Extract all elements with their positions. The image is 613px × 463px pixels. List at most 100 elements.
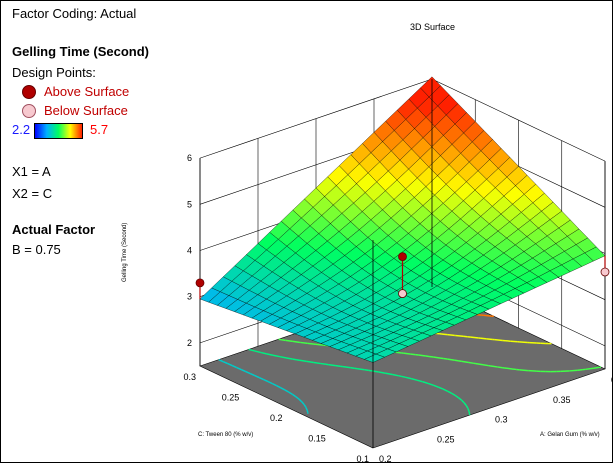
x-tick-label: 0.2 [379, 454, 392, 463]
contour-segment [428, 355, 434, 358]
contour-segment [335, 364, 341, 368]
contour-segment [218, 358, 224, 363]
contour-segment [261, 351, 267, 355]
contour-segment [301, 401, 305, 406]
contour-segment [292, 393, 297, 398]
contour-segment [398, 375, 402, 378]
contour-segment [427, 382, 434, 386]
contour-segment [292, 358, 297, 361]
contour-segment [300, 341, 308, 345]
contour-segment [299, 359, 307, 363]
contour-segment [510, 340, 518, 343]
contour-segment [404, 376, 412, 380]
contour-segment [378, 371, 385, 374]
contour-segment [266, 353, 274, 356]
contour-segment [258, 376, 264, 381]
contour-segment [254, 374, 260, 379]
design-point-above [195, 278, 205, 288]
contour-segment [593, 366, 601, 369]
z-tick-label: 4 [187, 246, 192, 256]
contour-segment [461, 360, 470, 364]
contour-segment [504, 367, 513, 370]
contour-segment [486, 338, 493, 341]
contour-segment [455, 334, 464, 338]
contour-segment [494, 338, 503, 342]
contour-segment [528, 369, 537, 372]
contour-segment [454, 394, 459, 399]
contour-segment [442, 388, 448, 392]
contour-segment [480, 337, 487, 340]
contour-segment [306, 360, 312, 363]
contour-segment [468, 361, 474, 364]
contour-segment [482, 364, 489, 367]
contour-segment [278, 338, 286, 342]
contour-segment [303, 404, 307, 407]
contour-segment [307, 342, 314, 345]
contour-segment [483, 314, 492, 317]
contour-segment [519, 369, 529, 372]
contour-segment [422, 381, 429, 385]
contour-segment [447, 358, 455, 362]
contour-segment [227, 362, 233, 367]
contour-segment [441, 333, 448, 336]
design-points-label: Design Points: [12, 65, 96, 80]
below-surface-marker-icon [22, 103, 36, 118]
contour-segment [418, 354, 426, 357]
x-tick-label: 0.25 [437, 434, 455, 444]
contour-segment [350, 366, 355, 369]
z-tick-label: 2 [187, 338, 192, 348]
z-tick-label: 6 [187, 153, 192, 163]
contour-segment [298, 398, 303, 403]
y-tick-label: 0.3 [183, 372, 196, 382]
plot-title: 3D Surface [410, 22, 456, 32]
contour-segment [497, 366, 503, 369]
contour-segment [296, 358, 300, 362]
z-axis-title: Gelling Time (Second) [122, 223, 128, 282]
color-scale-bar [34, 123, 83, 139]
x-tick-label: 0.4 [611, 375, 613, 385]
x2-mapping: X2 = C [12, 186, 53, 201]
contour-segment [395, 351, 402, 354]
contour-segment [457, 360, 462, 363]
contour-segment [454, 359, 459, 362]
z-tick-label: 3 [187, 292, 192, 302]
contour-segment [410, 377, 418, 381]
contour-segment [385, 372, 393, 376]
contour-segment [272, 354, 280, 358]
actual-factor-title: Actual Factor [12, 222, 96, 237]
contour-segment [416, 379, 423, 383]
contour-segment [313, 361, 322, 365]
response-title: Gelling Time (Second) [12, 44, 150, 59]
contour-segment [519, 341, 528, 344]
y-axis-title: C: Tween 80 (% w/v) [198, 432, 253, 438]
contour-segment [489, 365, 498, 368]
contour-segment [285, 357, 293, 360]
contour-segment [254, 350, 261, 354]
contour-segment [364, 369, 369, 372]
actual-factor-value: B = 0.75 [12, 242, 61, 257]
contour-segment [443, 357, 448, 360]
contour-segment [447, 333, 455, 337]
contour-segment [285, 339, 293, 343]
y-tick-label: 0.2 [270, 413, 283, 423]
x-axis-title: A: Gelan Gum (% w/v) [540, 432, 600, 438]
contour-segment [403, 352, 411, 355]
contour-segment [222, 360, 228, 365]
color-scale-max: 5.7 [90, 122, 109, 137]
contour-segment [305, 407, 308, 411]
contour-segment [280, 387, 286, 391]
contour-segment [585, 367, 594, 371]
z-tick-label: 5 [187, 199, 192, 209]
contour-segment [279, 355, 287, 359]
contour-segment [470, 336, 479, 339]
contour-segment [432, 384, 439, 388]
contour-segment [475, 362, 484, 366]
surface-cell [363, 353, 386, 363]
contour-segment [569, 369, 578, 372]
contour-segment [467, 408, 470, 412]
above-surface-marker-icon [22, 84, 36, 99]
y-tick-label: 0.15 [308, 434, 326, 444]
contour-segment [288, 391, 293, 396]
design-point-below [398, 289, 407, 298]
